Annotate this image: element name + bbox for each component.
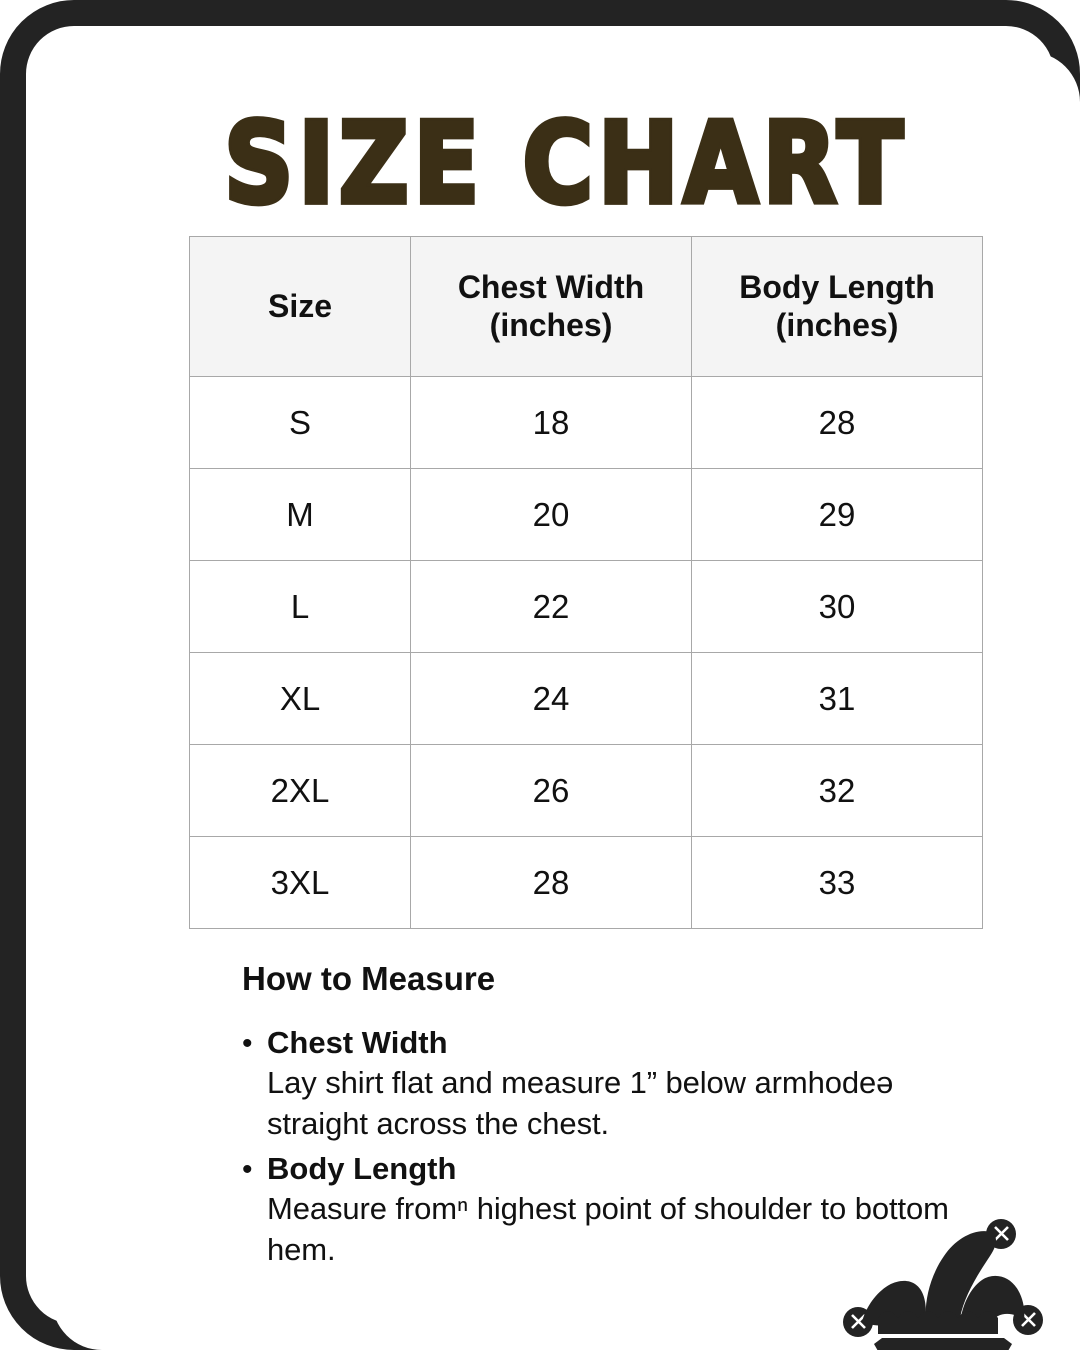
- size-chart-table-body: S 18 28 M 20 29 L 22 30 XL 24 31: [189, 376, 983, 929]
- measure-description: Measure fromⁿ highest point of shoulder …: [267, 1190, 949, 1267]
- cell-body-length: 32: [691, 744, 983, 837]
- jester-hat-logo: [843, 1219, 1043, 1350]
- jester-point-center: [925, 1231, 996, 1324]
- column-header-body-length-line2: (inches): [775, 306, 899, 343]
- table-header-row: Size Chest Width (inches) Body Length (i…: [189, 236, 983, 377]
- size-chart-table-head: Size Chest Width (inches) Body Length (i…: [189, 236, 983, 377]
- measure-label-row: • Body Length: [242, 1150, 972, 1189]
- cell-body-length: 30: [691, 560, 983, 653]
- card-inner: SIZE CHART Size Chest Width (inches) Bod…: [52, 52, 1080, 1350]
- cell-size: XL: [189, 652, 411, 745]
- cell-body-length: 28: [691, 376, 983, 469]
- how-to-measure-heading: How to Measure: [242, 960, 496, 997]
- column-header-body-length: Body Length (inches): [691, 236, 983, 377]
- cell-chest-width: 28: [410, 836, 692, 929]
- page-title: SIZE CHART: [222, 98, 908, 229]
- measure-label: Chest Width: [267, 1025, 448, 1060]
- table-row: M 20 29: [189, 468, 983, 561]
- column-header-chest-width-line2: (inches): [489, 306, 613, 343]
- cell-chest-width: 24: [410, 652, 692, 745]
- column-header-size: Size: [189, 236, 411, 377]
- cell-chest-width: 18: [410, 376, 692, 469]
- cell-size: 2XL: [189, 744, 411, 837]
- column-header-body-length-line1: Body Length: [739, 268, 935, 305]
- cell-body-length: 29: [691, 468, 983, 561]
- table-row: L 22 30: [189, 560, 983, 653]
- cell-size: M: [189, 468, 411, 561]
- bullet-icon: •: [242, 1153, 253, 1186]
- cell-chest-width: 22: [410, 560, 692, 653]
- cell-body-length: 33: [691, 836, 983, 929]
- cell-body-length: 31: [691, 652, 983, 745]
- measure-label: Body Length: [267, 1151, 457, 1186]
- table-row: XL 24 31: [189, 652, 983, 745]
- size-chart-table: Size Chest Width (inches) Body Length (i…: [189, 236, 983, 929]
- jester-brim-scallop: [878, 1311, 998, 1334]
- column-header-chest-width: Chest Width (inches): [410, 236, 692, 377]
- jester-band: [874, 1338, 1012, 1350]
- cell-size: L: [189, 560, 411, 653]
- measure-label-row: • Chest Width: [242, 1024, 972, 1063]
- cell-size: S: [189, 376, 411, 469]
- column-header-chest-width-line1: Chest Width: [457, 268, 645, 305]
- bullet-icon: •: [242, 1027, 253, 1060]
- measure-item-body-length: • Body Length Measure fromⁿ highest poin…: [242, 1150, 972, 1271]
- table-row: S 18 28: [189, 376, 983, 469]
- table-row: 2XL 26 32: [189, 744, 983, 837]
- measure-description: Lay shirt flat and measure 1” below armh…: [267, 1064, 894, 1141]
- cell-size: 3XL: [189, 836, 411, 929]
- measure-item-chest-width: • Chest Width Lay shirt flat and measure…: [242, 1024, 972, 1145]
- column-header-size-line1: Size: [267, 287, 333, 324]
- cell-chest-width: 26: [410, 744, 692, 837]
- cell-chest-width: 20: [410, 468, 692, 561]
- table-row: 3XL 28 33: [189, 836, 983, 929]
